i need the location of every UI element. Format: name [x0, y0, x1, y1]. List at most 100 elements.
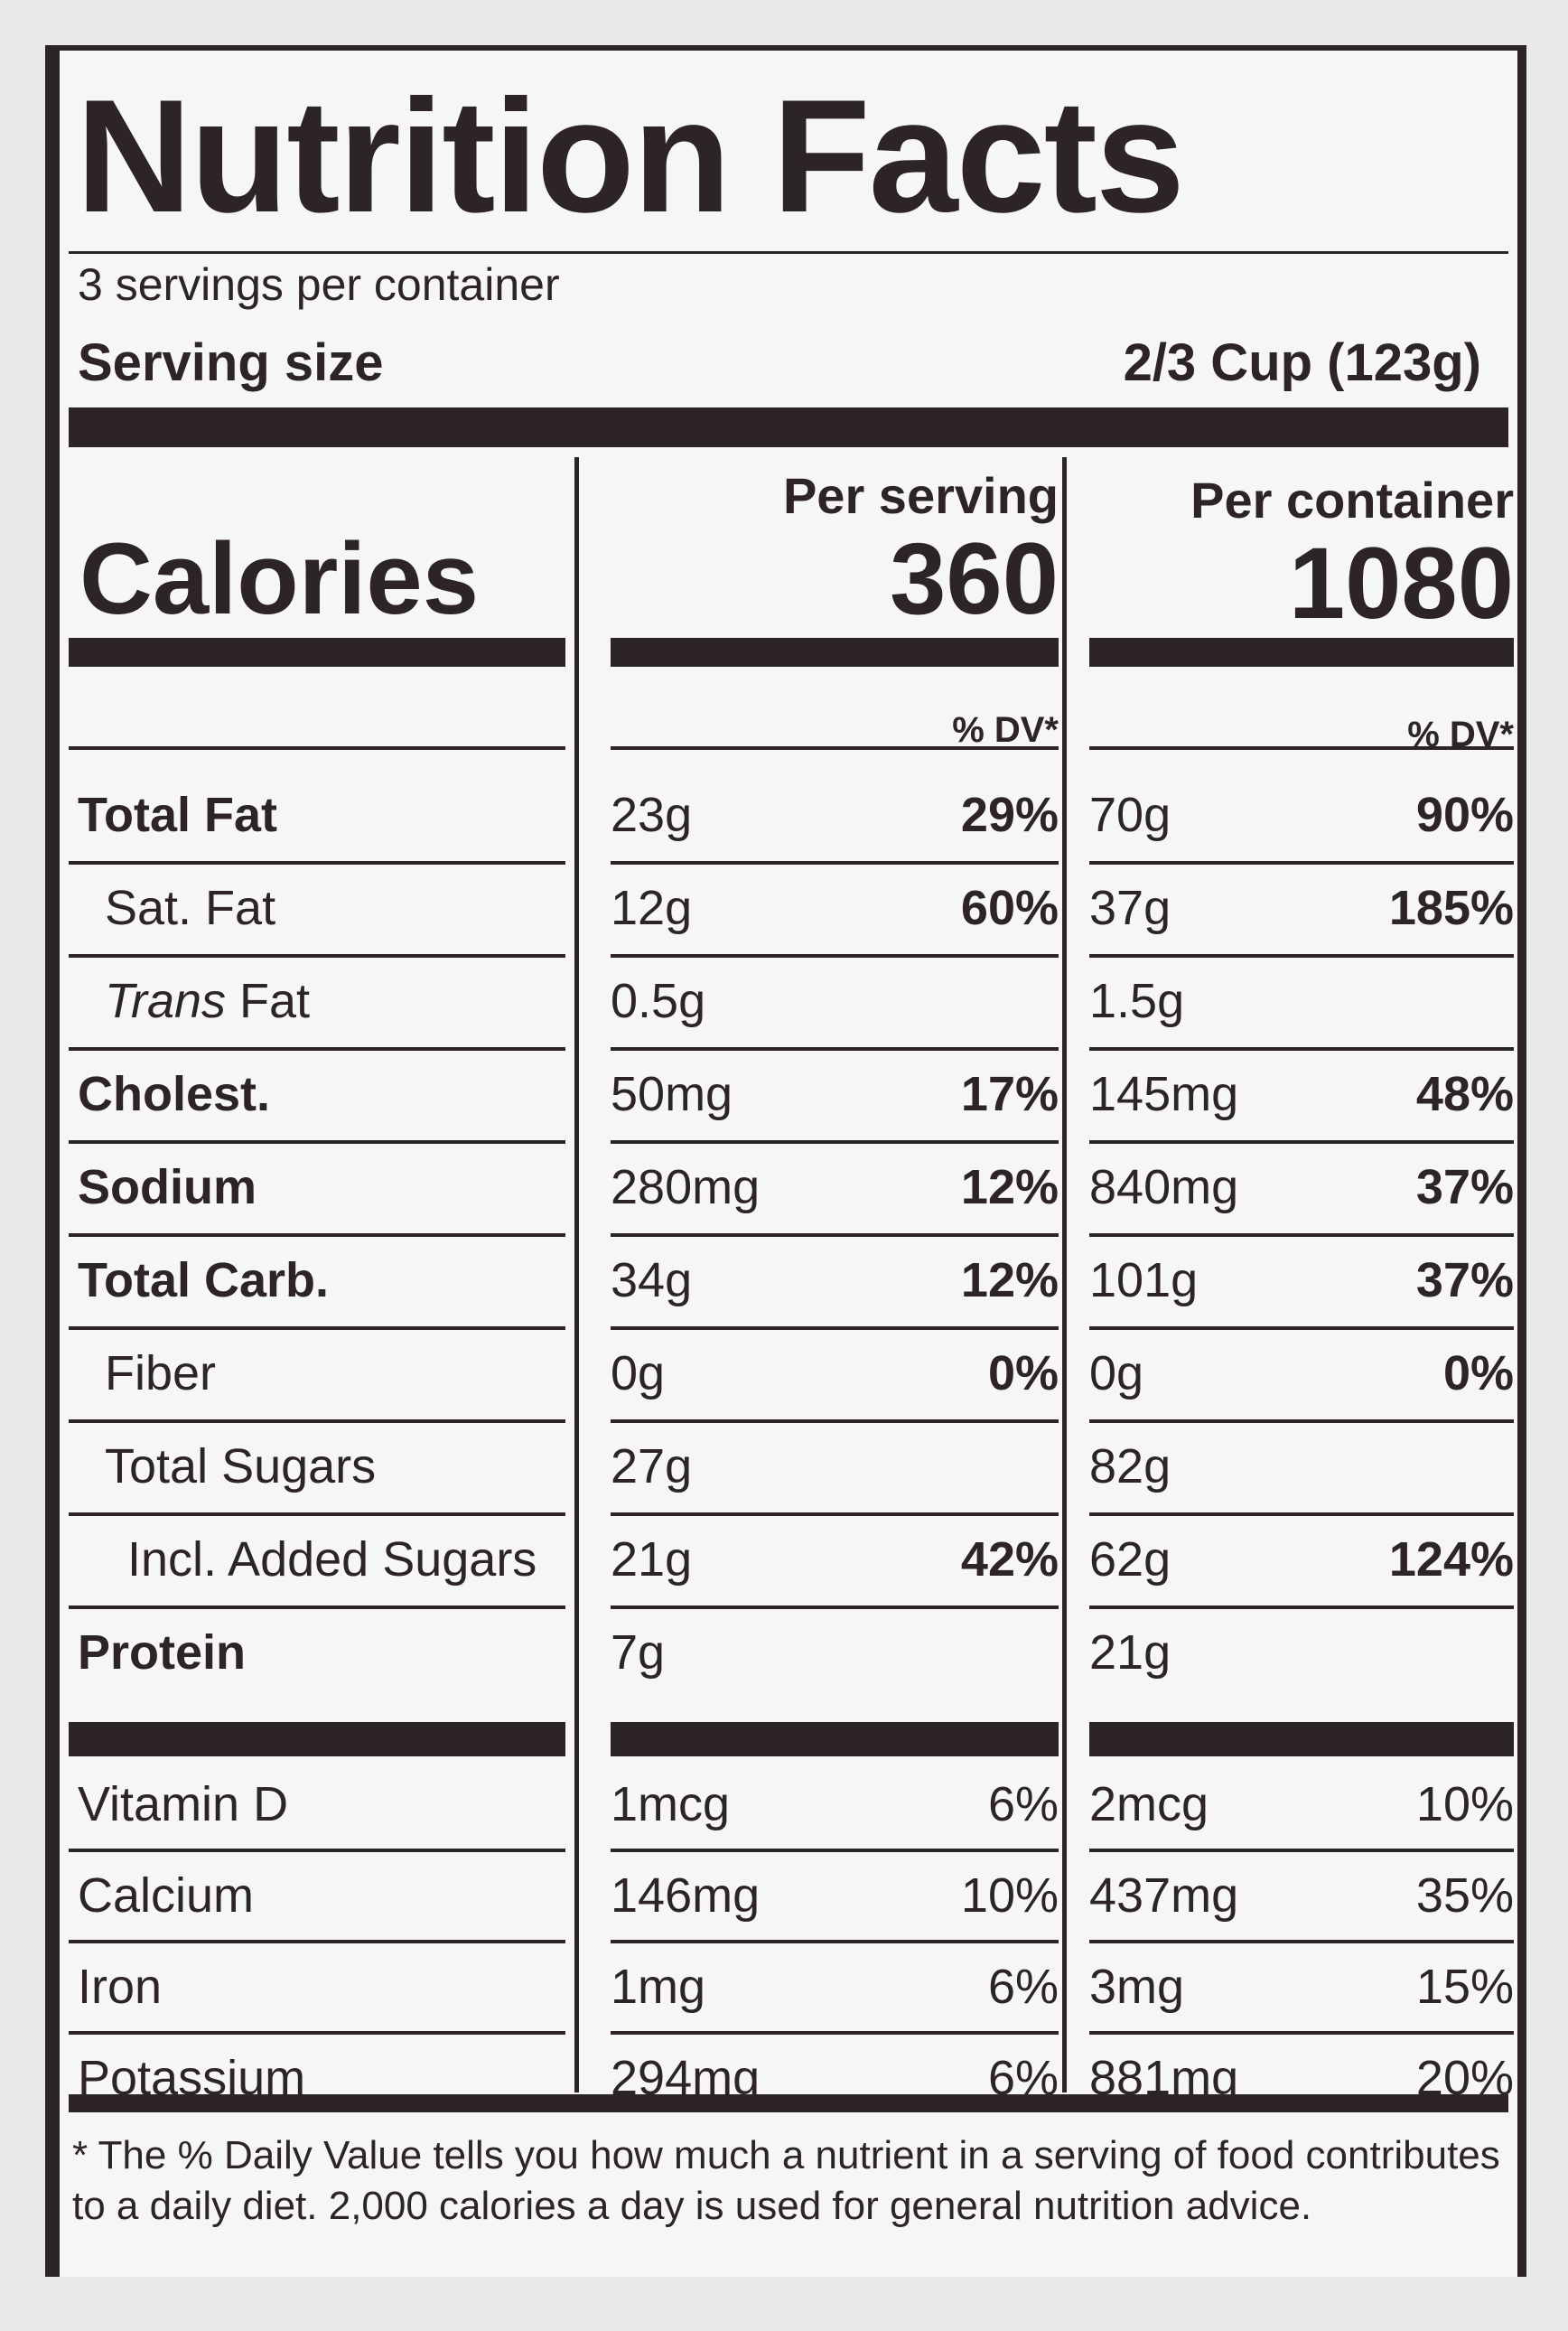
- row-divider: [611, 1140, 1059, 1144]
- micronutrient-serving-amount: 146mg: [611, 1868, 761, 1923]
- micronutrient-name-text: Vitamin D: [78, 1777, 289, 1831]
- nutrient-name: Fiber: [105, 1345, 216, 1401]
- row-divider: [69, 1233, 565, 1237]
- row-divider: [611, 2031, 1059, 2035]
- row-divider: [1089, 1849, 1514, 1852]
- micronutrient-name: Vitamin D: [78, 1776, 288, 1832]
- column-divider-container: [1062, 457, 1067, 2092]
- micronutrient-serving-dv: 6%: [987, 1777, 1059, 1831]
- row-divider: [69, 1849, 565, 1852]
- micronutrient-name: Calcium: [78, 1868, 254, 1924]
- nutrient-name-text: Cholest.: [78, 1067, 271, 1121]
- micronutrient-serving-amount: 1mg: [611, 1960, 706, 2014]
- row-divider: [1089, 2031, 1514, 2035]
- nutrient-name: Total Fat: [78, 787, 277, 843]
- nutrient-container-amount: 37g: [1089, 881, 1171, 935]
- nutrient-container-dv: 90%: [1415, 788, 1514, 842]
- calories-label: Calories: [79, 522, 479, 635]
- nutrient-serving-amount: 0g: [611, 1346, 666, 1400]
- nutrient-name-text: Protein: [78, 1625, 247, 1680]
- micronutrient-serving-dv: 10%: [960, 1868, 1059, 1923]
- nutrient-container-dv: 48%: [1415, 1067, 1514, 1121]
- row-divider: [611, 1512, 1059, 1516]
- row-divider: [1089, 1140, 1514, 1144]
- row-divider: [69, 1419, 565, 1423]
- row-divider: [69, 1047, 565, 1051]
- nutrient-name-text: Sat. Fat: [105, 881, 276, 935]
- calories-per-container: 1080: [1288, 527, 1514, 640]
- nutrient-container-amount: 82g: [1089, 1439, 1171, 1493]
- row-divider: [69, 1940, 565, 1943]
- nutrient-name: Total Sugars: [105, 1438, 376, 1494]
- nutrient-name-text: Total Carb.: [78, 1253, 330, 1307]
- nutrient-serving-amount: 7g: [611, 1625, 666, 1680]
- serving-size-value: 2/3 Cup (123g): [1123, 333, 1481, 392]
- micronutrient-serving-amount: 1mcg: [611, 1777, 731, 1831]
- nutrient-name-text: Total Sugars: [105, 1439, 377, 1493]
- nutrient-name: Sat. Fat: [105, 880, 275, 936]
- thick-rule-serving: [611, 1722, 1059, 1756]
- nutrient-name: Sodium: [78, 1159, 257, 1215]
- row-divider: [69, 1605, 565, 1609]
- row-divider: [611, 1940, 1059, 1943]
- nutrient-name: Total Carb.: [78, 1252, 329, 1308]
- calories-rule-name: [69, 638, 565, 667]
- micronutrient-container-dv: 35%: [1415, 1868, 1514, 1923]
- row-divider: [1089, 1512, 1514, 1516]
- row-divider: [69, 1512, 565, 1516]
- nutrient-container-dv: 37%: [1415, 1253, 1514, 1307]
- nutrient-container-amount: 101g: [1089, 1253, 1199, 1307]
- row-divider: [611, 1233, 1059, 1237]
- row-divider: [69, 1326, 565, 1330]
- per-container-header: Per container: [1190, 472, 1514, 529]
- nutrient-name-text: Fiber: [105, 1346, 217, 1400]
- nutrient-name-text: Incl. Added Sugars: [127, 1532, 537, 1587]
- nutrient-container-amount: 840mg: [1089, 1160, 1239, 1214]
- micronutrient-name-text: Iron: [78, 1960, 163, 2014]
- row-divider: [69, 2031, 565, 2035]
- nutrient-serving-amount: 50mg: [611, 1067, 733, 1121]
- nutrient-name: Incl. Added Sugars: [127, 1531, 537, 1587]
- row-divider: [611, 746, 1059, 750]
- nutrient-serving-amount: 21g: [611, 1532, 693, 1587]
- title-divider: [69, 251, 1508, 254]
- nutrient-serving-dv: 12%: [960, 1253, 1059, 1307]
- nutrient-name-text: Total Fat: [78, 788, 277, 842]
- micronutrient-serving-dv: 6%: [987, 1960, 1059, 2014]
- nutrient-serving-dv: 17%: [960, 1067, 1059, 1121]
- nutrient-container-dv: 37%: [1415, 1160, 1514, 1214]
- nutrient-container-amount: 70g: [1089, 788, 1171, 842]
- micronutrient-container-dv: 10%: [1415, 1777, 1514, 1831]
- nutrient-name-italic: Trans: [105, 974, 227, 1028]
- micronutrient-name: Iron: [78, 1959, 162, 2015]
- row-divider: [1089, 861, 1514, 865]
- column-divider-serving: [574, 457, 579, 2092]
- serving-size-label: Serving size: [78, 333, 384, 392]
- row-divider: [611, 1326, 1059, 1330]
- nutrient-container-amount: 62g: [1089, 1532, 1171, 1587]
- footnote: * The % Daily Value tells you how much a…: [72, 2133, 1500, 2228]
- servings-per-container: 3 servings per container: [78, 259, 560, 310]
- calories-rule-serving: [611, 638, 1059, 667]
- nutrient-container-dv: 124%: [1388, 1532, 1514, 1587]
- nutrient-container-amount: 0g: [1089, 1346, 1144, 1400]
- micronutrient-container-amount: 437mg: [1089, 1868, 1239, 1923]
- thick-rule-container: [1089, 1722, 1514, 1756]
- row-divider: [69, 1140, 565, 1144]
- row-divider: [611, 1605, 1059, 1609]
- nutrient-serving-amount: 34g: [611, 1253, 693, 1307]
- row-divider: [1089, 746, 1514, 750]
- micronutrient-container-amount: 3mg: [1089, 1960, 1185, 2014]
- calories-per-serving: 360: [890, 522, 1059, 635]
- label-title: Nutrition Facts: [76, 66, 1185, 246]
- nutrient-serving-dv: 29%: [960, 788, 1059, 842]
- row-divider: [1089, 954, 1514, 958]
- nutrient-name: Cholest.: [78, 1066, 270, 1122]
- nutrient-serving-amount: 12g: [611, 881, 693, 935]
- row-divider: [611, 1849, 1059, 1852]
- row-divider: [1089, 1419, 1514, 1423]
- nutrient-serving-amount: 280mg: [611, 1160, 761, 1214]
- nutrient-serving-dv: 12%: [960, 1160, 1059, 1214]
- micronutrient-container-amount: 2mcg: [1089, 1777, 1209, 1831]
- nutrient-serving-dv: 0%: [987, 1346, 1059, 1400]
